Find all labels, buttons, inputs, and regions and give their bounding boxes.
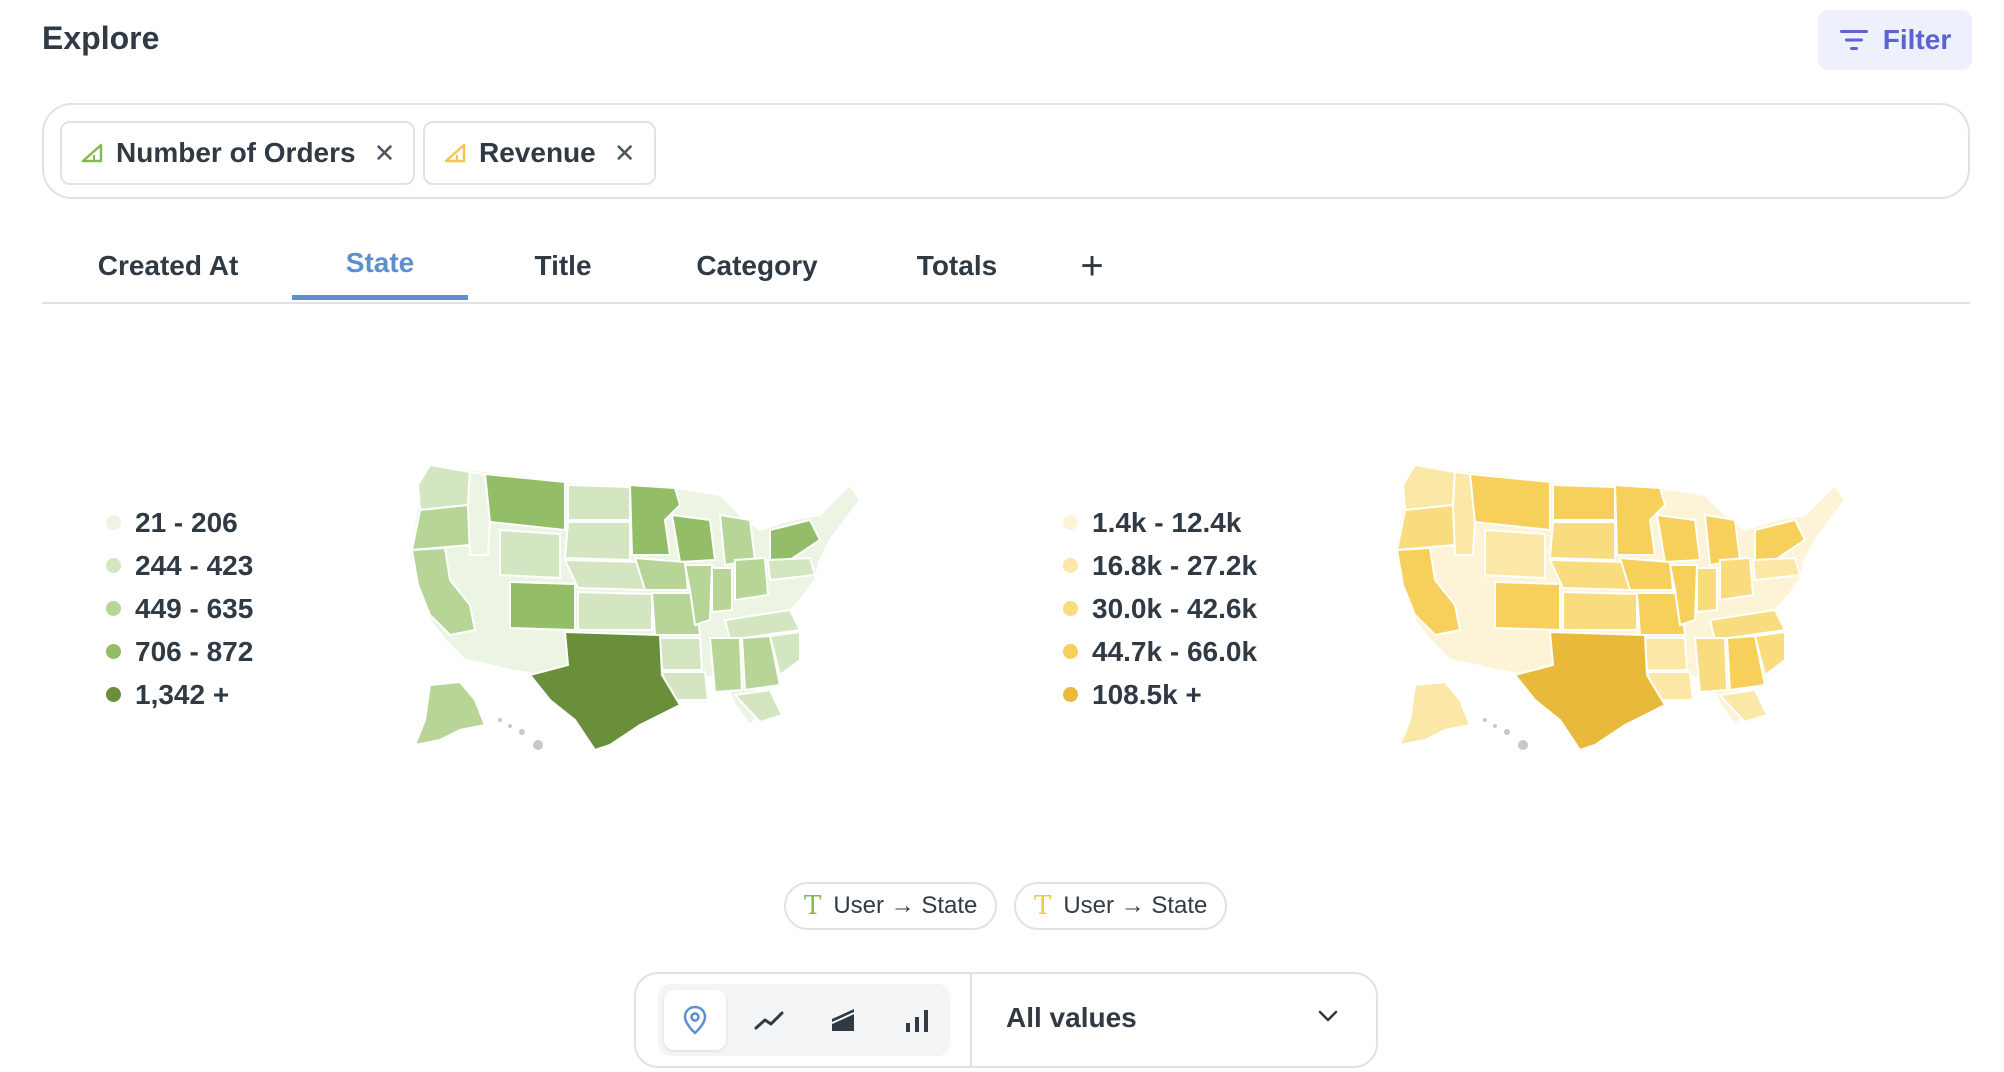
- text-type-icon: T: [1034, 891, 1052, 921]
- legend-item: 44.7k - 66.0k: [1063, 630, 1257, 673]
- legend-item: 706 - 872: [106, 630, 253, 673]
- viz-map-button[interactable]: [664, 990, 726, 1050]
- dimension-label: User → State: [1063, 892, 1208, 919]
- dimension-pill-revenue[interactable]: T User → State: [1014, 882, 1228, 930]
- filter-icon: [1839, 30, 1868, 50]
- visualization-bar: All values: [634, 972, 1378, 1068]
- values-select[interactable]: All values: [1006, 1002, 1137, 1033]
- tab-created-at[interactable]: Created At: [97, 250, 239, 281]
- area-chart-icon: [831, 1009, 855, 1031]
- page-title: Explore: [42, 20, 160, 56]
- us-map-orders[interactable]: [390, 460, 870, 760]
- viz-type-group: [658, 984, 950, 1056]
- legend-item: 30.0k - 42.6k: [1063, 587, 1257, 630]
- dimension-pill-orders[interactable]: T User → State: [784, 882, 998, 930]
- tab-category[interactable]: Category: [696, 250, 818, 281]
- pin-icon: [683, 1005, 707, 1035]
- metric-triangle-icon: [444, 143, 466, 163]
- legend-item: 108.5k +: [1063, 673, 1257, 716]
- metric-pill-revenue[interactable]: Revenue ✕: [423, 121, 656, 185]
- bar-divider: [970, 974, 972, 1066]
- dimension-tabs: Created At State Title Category Totals +: [42, 230, 1970, 304]
- tab-state[interactable]: State: [292, 230, 468, 300]
- tab-totals[interactable]: Totals: [916, 250, 998, 281]
- us-map-revenue[interactable]: [1375, 460, 1855, 760]
- viz-area-button[interactable]: [812, 990, 874, 1050]
- tab-title[interactable]: Title: [534, 250, 592, 281]
- metric-triangle-icon: [81, 143, 103, 163]
- metrics-bar[interactable]: Number of Orders ✕ Revenue ✕: [42, 103, 1970, 199]
- line-chart-icon: [754, 1011, 784, 1030]
- legend-item: 449 - 635: [106, 587, 253, 630]
- legend-revenue: 1.4k - 12.4k 16.8k - 27.2k 30.0k - 42.6k…: [1063, 501, 1257, 716]
- filter-button[interactable]: Filter: [1818, 10, 1972, 70]
- text-type-icon: T: [804, 891, 822, 921]
- legend-item: 1.4k - 12.4k: [1063, 501, 1257, 544]
- filter-label: Filter: [1882, 24, 1952, 55]
- remove-metric-icon[interactable]: ✕: [373, 137, 396, 168]
- metric-pill-orders[interactable]: Number of Orders ✕: [60, 121, 416, 185]
- legend-orders: 21 - 206 244 - 423 449 - 635 706 - 872 1…: [106, 501, 253, 716]
- chevron-down-icon[interactable]: [1316, 1004, 1340, 1028]
- legend-item: 21 - 206: [106, 501, 253, 544]
- legend-item: 244 - 423: [106, 544, 253, 587]
- viz-line-button[interactable]: [738, 990, 800, 1050]
- metric-label: Number of Orders: [116, 137, 356, 168]
- bar-chart-icon: [906, 1010, 928, 1032]
- metric-label: Revenue: [479, 137, 596, 168]
- add-tab-button[interactable]: +: [1080, 243, 1104, 288]
- legend-item: 16.8k - 27.2k: [1063, 544, 1257, 587]
- legend-item: 1,342 +: [106, 673, 253, 716]
- dimension-label: User → State: [833, 892, 978, 919]
- remove-metric-icon[interactable]: ✕: [613, 137, 636, 168]
- viz-bar-button[interactable]: [886, 990, 948, 1050]
